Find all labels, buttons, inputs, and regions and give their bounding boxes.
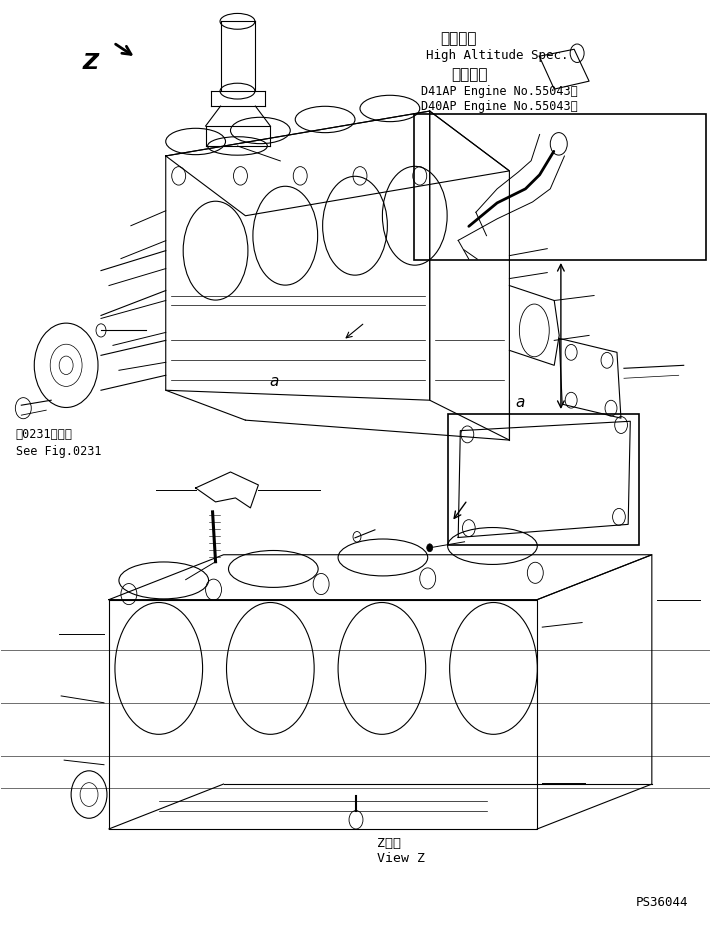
- Text: D40AP Engine No.55043～: D40AP Engine No.55043～: [422, 100, 578, 113]
- Text: Z: Z: [83, 53, 99, 73]
- Text: View Z: View Z: [377, 853, 424, 866]
- Text: 適用号機: 適用号機: [451, 67, 488, 82]
- Text: a: a: [515, 395, 525, 410]
- Text: See Fig.0231: See Fig.0231: [16, 445, 101, 458]
- Circle shape: [427, 544, 433, 552]
- Bar: [447, 414, 638, 545]
- Text: PS36044: PS36044: [636, 897, 688, 909]
- Text: 第0231図参照: 第0231図参照: [16, 428, 73, 441]
- Text: a: a: [269, 374, 279, 389]
- Text: High Altitude Spec.: High Altitude Spec.: [427, 49, 569, 62]
- Text: 高地仕様: 高地仕様: [441, 31, 477, 46]
- Bar: [414, 114, 706, 260]
- Text: D41AP Engine No.55043～: D41AP Engine No.55043～: [422, 85, 578, 98]
- Text: Z　視: Z 視: [377, 838, 401, 851]
